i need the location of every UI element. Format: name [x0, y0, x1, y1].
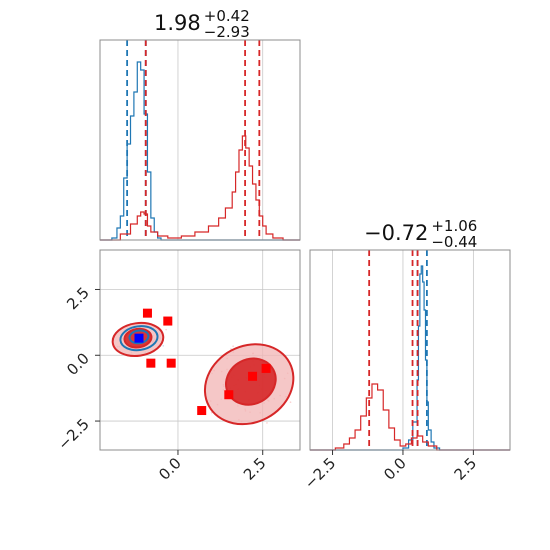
contour-frame	[99, 249, 301, 451]
top-hist-series-0-hist	[100, 61, 300, 241]
blue-contour-1	[119, 325, 159, 352]
sample-point	[162, 345, 165, 347]
red-marker-4	[197, 406, 207, 416]
contour-ytick-label-1: 0.0	[63, 349, 93, 379]
red-marker-5	[224, 390, 234, 400]
sample-point	[266, 422, 268, 424]
contour-xtick-label-1: 2.5	[240, 454, 270, 484]
sample-point	[230, 348, 232, 350]
right-hist-title-minus: −0.44	[431, 233, 477, 251]
top-hist-gridlines	[177, 40, 264, 240]
top-hist-title-value: 1.98	[154, 11, 201, 35]
right-hist-xtick-label-0: −2.5	[301, 454, 339, 492]
sample-point	[165, 328, 167, 331]
sample-point	[289, 401, 292, 403]
right-hist-gridlines	[332, 250, 474, 450]
top-hist-title-minus: −2.93	[204, 23, 250, 41]
red-marker-6	[248, 371, 258, 381]
red-marker-7	[261, 363, 271, 373]
red-marker-1	[163, 316, 173, 326]
top-hist-title-plus: +0.42	[204, 7, 250, 25]
contour-xtick-label-0: 0.0	[155, 454, 185, 484]
blue-contour-0	[128, 329, 150, 345]
sample-point	[232, 345, 234, 347]
right-hist-frame	[309, 249, 511, 451]
red-marker-3	[166, 358, 176, 368]
top-hist-title: 1.98 +0.42	[154, 7, 250, 35]
right-hist-series-0-hist	[310, 265, 510, 451]
right-hist-title-value: −0.72	[364, 221, 428, 245]
top-hist-frame	[99, 39, 301, 241]
right-hist-xtick-label-2: 2.5	[451, 454, 481, 484]
contour-ytick-label-2: 2.5	[63, 284, 93, 314]
right-hist-xtick-label-1: 0.0	[380, 454, 410, 484]
blue-marker-0	[134, 333, 144, 343]
right-hist-title-plus: +1.06	[431, 217, 477, 235]
red-marker-0	[142, 308, 152, 318]
right-hist-title: −0.72 +1.06	[364, 217, 477, 245]
contour-ytick-label-0: −2.5	[54, 415, 92, 453]
top-hist-series-1-hist	[100, 135, 300, 241]
red-marker-2	[146, 358, 156, 368]
right-hist-series-1-hist	[310, 383, 510, 451]
